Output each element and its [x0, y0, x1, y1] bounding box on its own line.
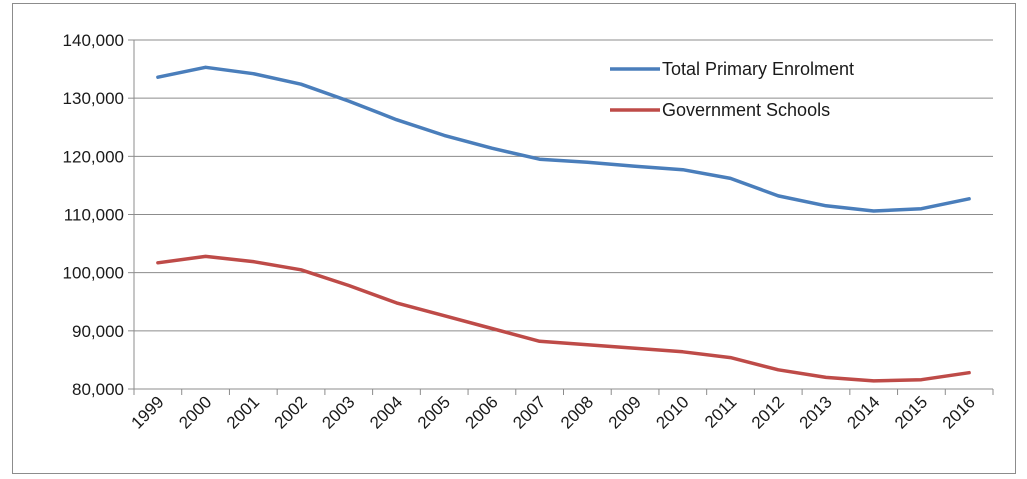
- x-tick-label-2000: 2000: [175, 392, 215, 432]
- x-tick-label-2005: 2005: [414, 392, 454, 432]
- x-tick-label-2012: 2012: [748, 392, 788, 432]
- x-tick-label-2001: 2001: [223, 392, 263, 432]
- y-tick-label: 100,000: [63, 264, 124, 283]
- gridlines: [134, 39, 993, 332]
- y-tick-label: 120,000: [63, 147, 124, 166]
- series-lines: [156, 65, 971, 383]
- x-tick-label-2010: 2010: [652, 392, 692, 432]
- y-axis-ticks: 80,000 90,000 100,000 110,000 120,000 130,000…: [63, 31, 134, 399]
- x-tick-label-2014: 2014: [843, 392, 883, 432]
- x-axis-ticks: 1999 2000 2001 2002 2003 2004 2005 2006 2007 2008…: [128, 389, 994, 433]
- chart-frame: [12, 3, 1016, 474]
- x-tick-label-2015: 2015: [891, 392, 931, 432]
- x-tick-label-2006: 2006: [462, 392, 502, 432]
- x-tick-label-2011: 2011: [701, 392, 740, 431]
- y-tick-label: 80,000: [72, 380, 124, 399]
- y-tick-label: 130,000: [63, 89, 124, 108]
- x-tick-label-2013: 2013: [796, 392, 836, 432]
- y-tick-label: 90,000: [72, 322, 124, 341]
- x-tick-label-2009: 2009: [605, 392, 645, 432]
- series-line-government-schools: [156, 254, 971, 383]
- legend-label: Government Schools: [662, 100, 830, 120]
- x-tick-label-2004: 2004: [366, 392, 406, 432]
- x-tick-label-2007: 2007: [509, 392, 549, 432]
- series-line-total-primary-enrolment: [156, 65, 971, 213]
- legend-label: Total Primary Enrolment: [662, 59, 854, 79]
- x-tick-label-2008: 2008: [557, 392, 597, 432]
- y-tick-label: 140,000: [63, 31, 124, 50]
- x-tick-label-2003: 2003: [318, 392, 358, 432]
- x-tick-label-1999: 1999: [128, 392, 168, 432]
- legend: Total Primary Enrolment Government School…: [610, 59, 854, 120]
- x-tick-label-2002: 2002: [271, 392, 311, 432]
- y-tick-label: 110,000: [64, 206, 124, 225]
- x-tick-label-2016: 2016: [939, 392, 979, 432]
